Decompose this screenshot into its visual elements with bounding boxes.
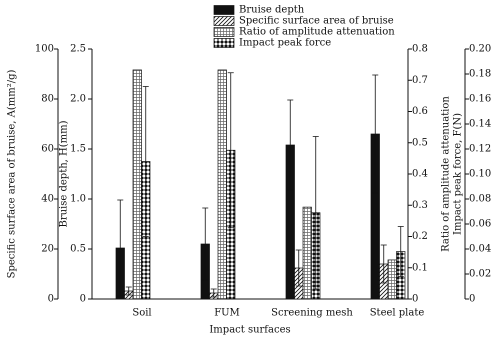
y4-tick-label: 0.10 — [469, 169, 491, 180]
y3-tick-label: 0.4 — [412, 169, 428, 180]
error-bar — [125, 286, 132, 296]
x-tick-label: FUM — [214, 308, 240, 319]
y3-tick-label: 0.3 — [412, 200, 428, 211]
x-tick-label: Steel plate — [370, 308, 425, 319]
y-tick-label: 1.0 — [70, 194, 86, 205]
y3-tick-label: 0.1 — [412, 262, 428, 273]
y4-tick-label: 0.18 — [469, 69, 491, 80]
y4-tick-label: 0.12 — [469, 144, 491, 155]
y-axis-title: Bruise depth, H(mm) — [59, 120, 70, 227]
error-bar — [295, 249, 302, 287]
x-tick-label: Screening mesh — [271, 308, 353, 319]
legend-swatch — [213, 38, 235, 48]
y-tick-label: 2.0 — [70, 94, 86, 105]
y4-tick-label: 0.16 — [469, 94, 491, 105]
y2-tick-label: 80 — [41, 94, 54, 105]
error-bar — [202, 207, 209, 281]
y-tick-label: 0 — [80, 294, 86, 305]
error-bar — [287, 99, 294, 191]
legend-swatch — [213, 27, 235, 37]
x-axis-title: Impact surfaces — [209, 325, 290, 336]
y2-tick-label: 0 — [48, 294, 54, 305]
y4-tick-label: 0.06 — [469, 219, 491, 230]
y4-tick-label: 0.04 — [469, 244, 491, 255]
error-bar — [142, 86, 149, 237]
error-bar — [397, 226, 404, 277]
bar — [302, 206, 312, 300]
legend-label: Bruise depth — [239, 5, 305, 16]
y2-tick-label: 60 — [41, 144, 54, 155]
y3-tick-label: 0.6 — [412, 106, 428, 117]
error-bar — [380, 244, 387, 284]
y4-tick-label: 0.08 — [469, 194, 491, 205]
y3-tick-label: 0.7 — [412, 75, 428, 86]
y3-tick-label: 0 — [412, 294, 418, 305]
y4-tick-label: 0.20 — [469, 44, 491, 55]
bar — [132, 69, 142, 300]
y-tick-label: 2.5 — [70, 44, 86, 55]
bar — [387, 259, 397, 300]
y3-tick-label: 0.8 — [412, 44, 428, 55]
y2-tick-label: 20 — [41, 244, 54, 255]
y3-tick-label: 0.2 — [412, 231, 428, 242]
legend-label: Ratio of amplitude attenuation — [239, 27, 395, 38]
error-bar — [227, 72, 234, 229]
bar — [217, 69, 227, 300]
legend-swatch — [213, 16, 235, 26]
y4-axis-title: Impact peak force, F(N) — [453, 113, 464, 235]
legend-swatch — [213, 5, 235, 15]
y4-tick-label: 0 — [469, 294, 475, 305]
error-bar — [210, 288, 217, 298]
y3-axis-title: Ratio of amplitude attenuation — [441, 96, 452, 252]
error-bar — [117, 199, 124, 297]
legend-label: Specific surface area of bruise — [239, 16, 394, 27]
x-tick-label: Soil — [132, 308, 151, 319]
y3-tick-label: 0.5 — [412, 137, 428, 148]
legend-label: Impact peak force — [239, 38, 331, 49]
error-bar — [312, 136, 319, 290]
y2-axis-title: Specific surface area of bruise, A(mm²/g… — [7, 69, 18, 278]
y4-tick-label: 0.02 — [469, 269, 491, 280]
y2-tick-label: 40 — [41, 194, 54, 205]
error-bar — [372, 74, 379, 194]
y-tick-label: 1.5 — [70, 144, 86, 155]
y4-tick-label: 0.14 — [469, 119, 491, 130]
y-tick-label: 0.5 — [70, 244, 86, 255]
y2-tick-label: 100 — [35, 44, 54, 55]
